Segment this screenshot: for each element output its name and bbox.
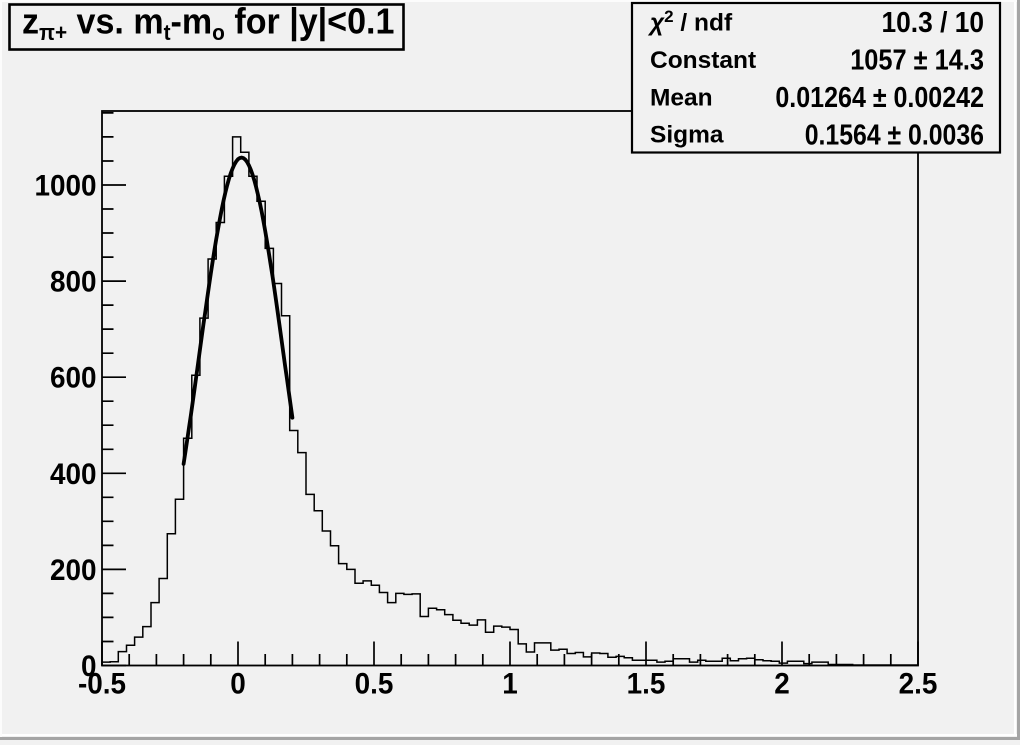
svg-text:Mean: Mean (650, 84, 713, 111)
svg-text:0: 0 (230, 668, 246, 701)
svg-text:600: 600 (50, 362, 97, 395)
svg-text:0.01264 ± 0.00242: 0.01264 ± 0.00242 (775, 82, 984, 114)
svg-text:1000: 1000 (34, 170, 96, 203)
svg-text:2: 2 (774, 668, 790, 701)
svg-text:0.1564 ± 0.0036: 0.1564 ± 0.0036 (805, 119, 984, 151)
svg-text:0.5: 0.5 (355, 668, 394, 701)
svg-text:10.3 / 10: 10.3 / 10 (882, 7, 985, 39)
svg-text:-0.5: -0.5 (78, 668, 126, 701)
svg-text:1057 ± 14.3: 1057 ± 14.3 (850, 45, 984, 77)
svg-text:400: 400 (50, 458, 97, 491)
svg-text:200: 200 (50, 554, 97, 587)
svg-text:1: 1 (502, 668, 518, 701)
svg-text:zπ+ vs. mt-mo for |y|<0.1: zπ+ vs. mt-mo for |y|<0.1 (22, 2, 394, 45)
svg-text:Sigma: Sigma (650, 122, 724, 149)
svg-text:χ2 / ndf: χ2 / ndf (647, 7, 733, 37)
svg-text:800: 800 (50, 266, 97, 299)
svg-text:0: 0 (81, 650, 97, 683)
svg-text:1.5: 1.5 (627, 668, 666, 701)
svg-text:2.5: 2.5 (899, 668, 938, 701)
svg-text:Constant: Constant (650, 47, 756, 74)
